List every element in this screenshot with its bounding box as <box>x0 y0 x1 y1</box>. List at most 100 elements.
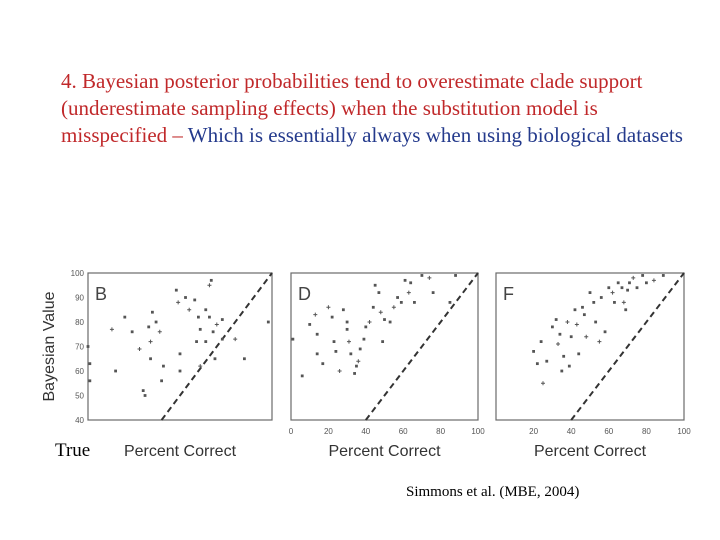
panel-b-frame <box>87 272 273 421</box>
panel-b-point <box>204 308 208 312</box>
panel-d-point <box>346 339 351 344</box>
panel-f-point <box>607 286 611 290</box>
panel-f-point <box>535 362 539 366</box>
panel-b-point <box>198 364 203 369</box>
panel-f-xtick: 20 <box>529 427 538 436</box>
panel-b-point <box>88 362 92 366</box>
panel-d-point <box>362 337 366 341</box>
panel-b-point <box>109 327 114 332</box>
panel-d-point <box>355 364 358 368</box>
panel-d-point <box>341 308 345 312</box>
panel-b-point <box>187 307 192 312</box>
panel-b-point <box>149 357 152 361</box>
panel-d-xlabel: Percent Correct <box>328 443 441 460</box>
panel-b-ylabel: Bayesian Value <box>41 291 58 401</box>
panel-d-point <box>334 350 338 353</box>
panel-b-xlabel: Percent Correct <box>124 443 237 460</box>
panel-d-point <box>399 301 403 304</box>
panel-b-point <box>176 300 181 305</box>
citation: Simmons et al. (MBE, 2004) <box>406 484 580 500</box>
panel-f-point <box>628 281 631 285</box>
panel-d-point <box>326 305 331 310</box>
panel-b-point <box>141 389 145 392</box>
slide-body-text: 4. Bayesian posterior probabilities tend… <box>61 68 701 149</box>
panel-d-point <box>413 301 416 304</box>
panel-b-point <box>178 352 182 356</box>
panel-d-frame <box>290 272 479 421</box>
panel-b-point <box>208 315 211 319</box>
panel-f-point <box>574 322 579 327</box>
slide-text-red: 4. Bayesian posterior probabilities tend… <box>61 69 643 147</box>
panel-b-point <box>211 330 215 334</box>
panel-f-point <box>626 288 629 292</box>
panel-d-point <box>431 291 435 294</box>
panel-f-xtick: 80 <box>642 427 651 436</box>
panel-b-point <box>207 283 212 288</box>
panel-d-point <box>291 337 295 341</box>
panel-f-point <box>551 325 554 329</box>
panel-b-point <box>193 298 197 302</box>
panel-d-xtick: 100 <box>471 427 485 436</box>
panel-f-point <box>545 359 549 363</box>
panel-f-point <box>562 354 566 358</box>
panel-d-xtick: 60 <box>399 427 408 436</box>
panel-b-point <box>162 364 165 368</box>
panel-b-label: B <box>95 284 107 304</box>
panel-f-point <box>554 318 558 321</box>
panel-f-point <box>635 286 639 290</box>
panel-d-point <box>427 275 432 280</box>
panel-f-xtick: 40 <box>567 427 576 436</box>
panel-f-point <box>597 339 602 344</box>
panel-f-point <box>581 305 584 309</box>
panel-d-point <box>321 362 325 366</box>
panel-d-point <box>332 340 336 343</box>
panel-b-ytick: 80 <box>75 318 84 327</box>
panel-f-point <box>539 340 543 343</box>
panel-f-point <box>651 278 656 283</box>
panel-d-point <box>371 305 375 309</box>
panel-d-point <box>313 312 318 317</box>
panel-f-point <box>594 320 598 324</box>
panel-d-label: D <box>298 284 311 304</box>
panel-b-point <box>86 345 90 348</box>
panel-f-point <box>560 369 564 373</box>
panel-b-point <box>220 337 224 341</box>
panel-d-point <box>378 310 383 315</box>
panel-f-xtick: 60 <box>604 427 613 436</box>
panel-b-point <box>197 315 200 319</box>
panel-b-ytick: 100 <box>71 269 85 278</box>
panel-b-ytick: 90 <box>75 294 84 303</box>
panel-f-point <box>569 335 573 339</box>
panel-b-point <box>151 310 154 314</box>
slide-text-blue: Which is essentially always when using b… <box>187 123 683 147</box>
panel-b-point <box>174 288 178 292</box>
panel-d-point <box>349 352 353 356</box>
panel-d-point <box>396 296 399 299</box>
panel-b-point <box>184 296 187 299</box>
panel-d-point <box>364 325 368 329</box>
panel-f-xtick: 100 <box>677 427 691 436</box>
panel-f-point <box>558 332 562 336</box>
panel-f-point <box>645 281 648 285</box>
panel-d-point <box>388 320 392 324</box>
panel-b-point <box>266 320 270 324</box>
panel-f-point <box>588 291 592 294</box>
panel-b-point <box>147 325 151 329</box>
panel-b-ytick: 40 <box>75 416 84 425</box>
panel-b-point <box>209 278 213 282</box>
panel-f-point <box>541 381 545 386</box>
panel-b-point <box>243 357 246 361</box>
panel-f-point <box>567 364 571 368</box>
panel-f-label: F <box>503 284 514 304</box>
panel-f-point <box>616 281 620 285</box>
panel-d-point <box>353 372 356 375</box>
panel-d-point <box>330 315 334 319</box>
panel-d-point <box>403 278 407 282</box>
panel-b-point <box>214 322 219 327</box>
panel-b-point <box>195 340 198 343</box>
panel-d-point <box>383 318 386 321</box>
panel-b-point <box>160 379 163 383</box>
panel-d-point <box>406 290 411 295</box>
panel-b-point <box>220 318 224 321</box>
